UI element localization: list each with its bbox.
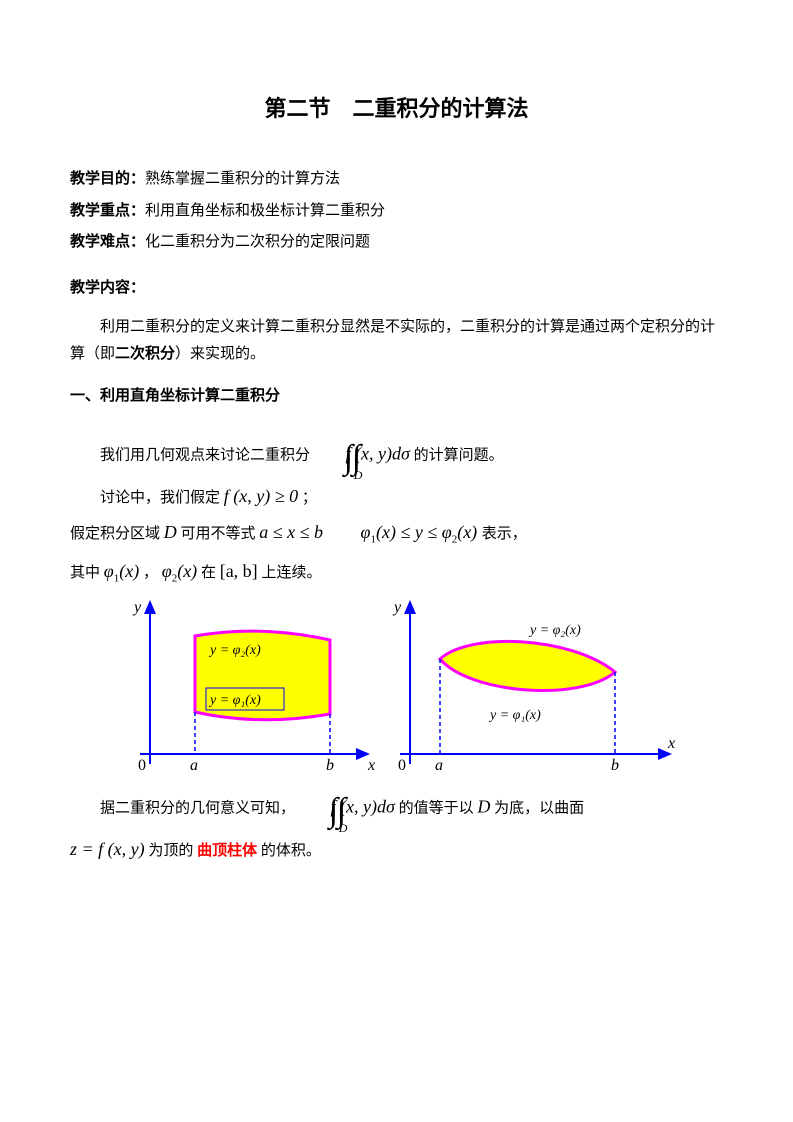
para2: 讨论中，我们假定 f (x, y) ≥ 0 ； xyxy=(70,481,723,512)
para4-interval: [a, b] xyxy=(220,561,258,581)
d2-b-label: b xyxy=(611,757,619,774)
para1: 我们用几何观点来讨论二重积分 ∫∫ D f (x, y)dσ 的计算问题。 xyxy=(70,437,723,475)
d1-phi1-label: y = φ₁(x) xyxy=(208,693,261,708)
para2-eq: f (x, y) ≥ 0 xyxy=(224,486,298,506)
para3-a: 假定积分区域 xyxy=(70,526,160,542)
intro-b: 二次积分 xyxy=(115,345,175,362)
para3-eq2: φ1(x) ≤ y ≤ φ2(x) xyxy=(361,522,482,542)
d2-x-label: x xyxy=(667,735,675,752)
para3: 假定积分区域 D 可用不等式 a ≤ x ≤ b φ1(x) ≤ y ≤ φ2(… xyxy=(70,517,723,549)
para5-c: 为底，以曲面 xyxy=(494,800,584,816)
para5-b: 的值等于以 xyxy=(399,800,474,816)
d2-y-label: y xyxy=(392,599,402,616)
d1-x-label: x xyxy=(367,757,375,774)
d2-O-label: 0 xyxy=(398,757,406,774)
double-integral-icon-2: ∫∫ D xyxy=(299,790,327,828)
difficulty-label: 教学难点： xyxy=(70,234,145,250)
para3-c: 表示， xyxy=(482,526,527,542)
diagram-left: y = φ₂(x) y = φ₁(x) y x 0 a b xyxy=(110,594,380,784)
para2-a: 讨论中，我们假定 xyxy=(100,490,224,506)
double-integral-icon: ∫∫ D xyxy=(314,437,342,475)
content-label: 教学内容： xyxy=(70,276,723,302)
para6-eq: z = f (x, y) xyxy=(70,839,145,859)
para3-gap xyxy=(327,526,357,542)
para6-a: 为顶的 xyxy=(148,843,193,859)
diagram-right: y = φ₂(x) y = φ₁(x) y x 0 a b xyxy=(380,594,680,784)
teaching-difficulty: 教学难点：化二重积分为二次积分的定限问题 xyxy=(70,230,723,256)
integral-domain: D xyxy=(324,465,363,485)
para4-comma: ， xyxy=(143,565,162,581)
teaching-focus: 教学重点：利用直角坐标和极坐标计算二重积分 xyxy=(70,199,723,225)
para5-a: 据二重积分的几何意义可知， xyxy=(100,800,295,816)
teaching-goal: 教学目的：熟练掌握二重积分的计算方法 xyxy=(70,167,723,193)
para6: z = f (x, y) 为顶的 曲顶柱体 的体积。 xyxy=(70,834,723,865)
para4-a: 其中 xyxy=(70,565,100,581)
focus-label: 教学重点： xyxy=(70,203,145,219)
focus-text: 利用直角坐标和极坐标计算二重积分 xyxy=(145,203,385,219)
d2-phi1-label: y = φ₁(x) xyxy=(488,708,541,723)
para5: 据二重积分的几何意义可知， ∫∫ D f (x, y)dσ 的值等于以 D 为底… xyxy=(70,790,723,828)
para4-c: 上连续。 xyxy=(261,565,321,581)
para3-b: 可用不等式 xyxy=(181,526,260,542)
diagram-row: y = φ₂(x) y = φ₁(x) y x 0 a b xyxy=(110,594,723,784)
para6-red: 曲顶柱体 xyxy=(197,843,257,859)
para2-b: ； xyxy=(302,490,317,506)
para3-D: D xyxy=(164,522,177,542)
para1-b: 的计算问题。 xyxy=(414,447,504,463)
d1-y-label: y xyxy=(132,599,142,616)
para1-a: 我们用几何观点来讨论二重积分 xyxy=(100,447,310,463)
difficulty-text: 化二重积分为二次积分的定限问题 xyxy=(145,234,370,250)
para3-eq1: a ≤ x ≤ b xyxy=(259,522,323,542)
section1-heading: 一、利用直角坐标计算二重积分 xyxy=(70,383,723,409)
d1-b-label: b xyxy=(326,757,334,774)
goal-text: 熟练掌握二重积分的计算方法 xyxy=(145,171,340,187)
d1-a-label: a xyxy=(190,757,198,774)
d2-a-label: a xyxy=(435,757,443,774)
para4: 其中 φ1(x) ， φ2(x) 在 [a, b] 上连续。 xyxy=(70,556,723,588)
d1-O-label: 0 xyxy=(138,757,146,774)
goal-label: 教学目的： xyxy=(70,171,145,187)
para4-b: 在 xyxy=(201,565,216,581)
page-title: 第二节 二重积分的计算法 xyxy=(70,90,723,127)
para5-D: D xyxy=(477,796,490,816)
intro-paragraph: 利用二重积分的定义来计算二重积分显然是不实际的，二重积分的计算是通过两个定积分的… xyxy=(70,315,723,367)
d1-phi2-label: y = φ₂(x) xyxy=(208,643,261,658)
intro-c: ）来实现的。 xyxy=(175,346,265,362)
para6-b: 的体积。 xyxy=(261,843,321,859)
d2-phi2-label: y = φ₂(x) xyxy=(528,623,581,638)
